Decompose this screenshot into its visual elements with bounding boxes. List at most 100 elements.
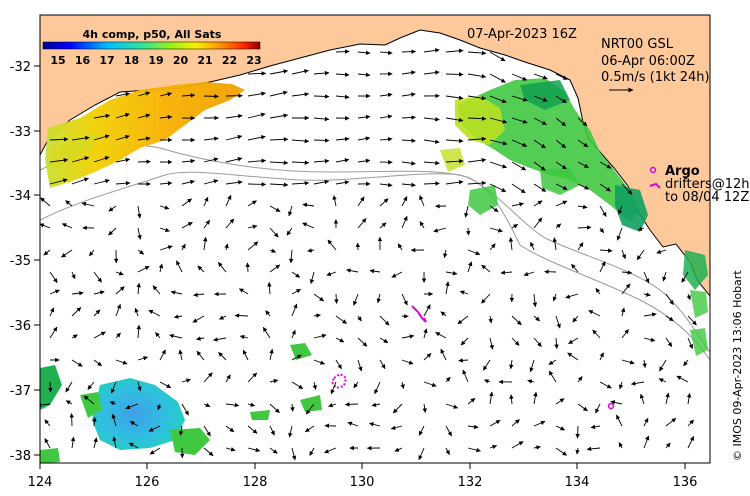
current-arrow [610,400,623,405]
current-arrow [374,381,381,395]
current-arrow [304,425,315,433]
current-arrow [445,281,450,295]
current-arrow [489,227,503,233]
current-arrow [533,139,546,149]
current-arrow [523,271,535,277]
current-arrow [458,358,469,363]
x-tick-label: 130 [350,475,375,490]
date-label: 07-Apr-2023 16Z [467,27,577,42]
current-arrow [643,337,656,342]
current-arrow [555,398,565,405]
current-arrow [659,359,667,372]
current-arrow [196,336,205,341]
current-arrow [489,161,507,169]
current-arrow [225,402,240,408]
current-arrow [357,114,371,120]
current-arrow [618,205,623,215]
current-arrow [511,117,528,124]
current-arrow [155,332,161,339]
current-arrow [369,422,381,427]
current-arrow [115,286,125,295]
current-arrow [159,227,170,233]
current-arrow [620,307,626,317]
map-frame [39,14,711,464]
current-arrow [335,359,342,370]
current-arrow [423,304,431,317]
current-arrow [555,95,567,104]
current-arrow [422,403,427,413]
current-arrow [71,359,83,367]
current-arrow [489,444,497,450]
current-arrow [357,337,368,347]
current-scale: 0.5m/s (1kt 24h) [601,70,710,85]
current-arrow [159,245,173,251]
current-arrow [344,402,359,407]
current-arrow [83,395,95,405]
current-arrow [665,337,673,347]
current-arrow [595,403,601,414]
colorbar-gradient [42,41,261,50]
current-arrow [599,205,607,217]
current-arrow [467,261,473,273]
current-arrow [533,117,547,126]
current-arrow [262,327,271,339]
current-arrow [423,381,437,387]
current-arrow [511,183,526,194]
current-arrow [71,290,84,296]
current-arrow [65,381,73,393]
current-arrow [467,73,487,79]
current-arrow [390,425,403,430]
colorbar-tick-label: 22 [222,54,237,67]
current-arrow [511,95,528,102]
current-arrow [577,225,592,230]
current-arrow [357,196,365,207]
current-arrow [621,283,631,295]
current-arrow [588,309,601,317]
current-arrow [111,413,117,427]
current-arrow [193,292,205,298]
colorbar-tick-label: 21 [197,54,212,67]
current-arrow [599,261,606,273]
current-arrow [401,92,416,97]
current-arrow [379,114,393,119]
current-arrow [376,293,381,304]
current-arrow [357,136,371,141]
current-arrow [169,333,183,339]
current-arrow [110,381,117,394]
current-arrow [445,447,450,455]
current-arrow [445,403,459,409]
current-arrow [618,381,624,390]
current-arrow [533,95,548,102]
current-arrow [137,91,151,97]
current-arrow [269,425,275,436]
current-arrow [291,138,310,144]
colorbar-tick-label: 20 [173,54,189,67]
y-tick-label: -38 [10,449,31,464]
colorbar-tick-label: 16 [75,54,91,67]
current-arrow [500,270,513,275]
current-arrow [288,249,294,264]
current-arrow [335,315,347,324]
current-arrow [203,219,211,229]
current-arrow [511,202,524,207]
current-arrow [269,227,279,238]
current-arrow [302,222,315,229]
current-arrow [347,421,359,427]
current-arrow [93,359,102,367]
current-arrow [392,403,403,414]
current-arrow [489,139,508,146]
current-arrow [423,139,440,144]
current-arrow [291,303,298,317]
current-arrow [71,334,78,339]
current-arrow [665,417,677,427]
current-arrow [178,425,184,436]
current-arrow [335,49,350,54]
current-arrow [203,94,219,99]
current-arrow [401,138,416,143]
current-arrow [115,359,128,365]
current-arrow [224,243,229,251]
current-arrow [291,447,297,461]
current-arrow [269,90,288,97]
current-arrow [247,91,266,97]
current-arrow [290,403,295,412]
